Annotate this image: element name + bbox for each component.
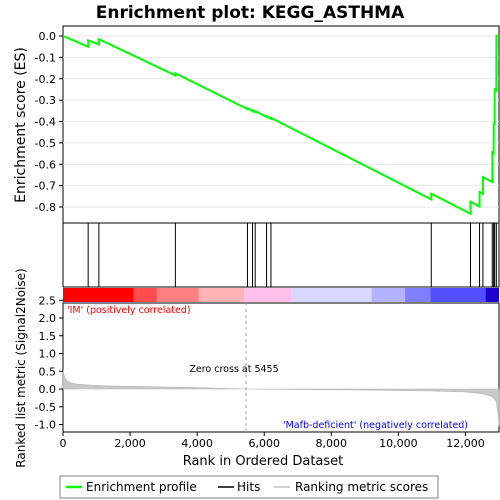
x-axis-label: Rank in Ordered Dataset [183, 454, 344, 469]
metric-y-tick-label: 0.0 [39, 383, 57, 396]
metric-y-tick-label: -0.5 [35, 401, 56, 414]
es-y-axis: 0.0 -0.1 -0.2 -0.3 -0.4 -0.5 -0.6 -0.7 -0.8 [35, 30, 63, 214]
metric-area [62, 302, 500, 432]
metric-y-tick-label: 0.5 [39, 365, 57, 378]
x-tick-label: 0 [60, 437, 67, 450]
metric-y-axis-label: Ranked list metric (Signal2Noise) [14, 268, 28, 467]
gradient-segment [405, 288, 431, 302]
gradient-segment [198, 288, 245, 302]
legend-label-profile: Enrichment profile [86, 480, 197, 494]
legend: Enrichment profile Hits Ranking metric sco… [66, 480, 428, 494]
gradient-segment [371, 288, 406, 302]
metric-y-tick-label: 1.0 [39, 348, 57, 361]
neg-correlation-label: 'Mafb-deficient' (negatively correlated) [283, 420, 468, 431]
metric-y-tick-label: 2.5 [39, 294, 57, 307]
es-panel-frame [62, 25, 500, 224]
gradient-segment [291, 288, 372, 302]
gradient-segment [156, 288, 199, 302]
metric-y-tick-label: 1.5 [39, 330, 57, 343]
metric-panel-frame [62, 302, 500, 433]
chart-title: Enrichment plot: KEGG_ASTHMA [96, 3, 405, 23]
gradient-segment [63, 288, 134, 302]
es-y-tick-label: -0.7 [35, 180, 56, 193]
hit-markers [87, 223, 497, 287]
gradient-bar [63, 288, 499, 302]
gradient-segment [133, 288, 157, 302]
es-y-tick-label: 0.0 [39, 30, 57, 43]
metric-y-tick-label: -1.0 [35, 419, 56, 432]
gradient-segment [430, 288, 486, 302]
x-tick-label: 8,000 [316, 437, 348, 450]
x-tick-label: 2,000 [114, 437, 146, 450]
es-profile-line [62, 35, 499, 216]
x-tick-label: 10,000 [379, 437, 418, 450]
x-tick-label: 4,000 [181, 437, 213, 450]
es-y-tick-label: -0.5 [35, 137, 56, 150]
x-axis: 0 2,000 4,000 6,000 8,000 10,000 12,000 [60, 432, 485, 450]
x-tick-label: 6,000 [248, 437, 280, 450]
es-y-tick-label: -0.4 [35, 116, 56, 129]
metric-area-fill [62, 370, 500, 427]
legend-box [59, 475, 439, 499]
es-y-tick-label: -0.6 [35, 158, 56, 171]
es-y-tick-label: -0.2 [35, 73, 56, 86]
es-y-axis-label: Enrichment score (ES) [13, 47, 29, 203]
es-y-tick-label: -0.8 [35, 201, 56, 214]
pos-correlation-label: 'IM' (positively correlated) [67, 305, 191, 316]
es-profile [62, 35, 499, 216]
metric-y-tick-label: 2.0 [39, 312, 57, 325]
metric-y-axis: 2.5 2.0 1.5 1.0 0.5 0.0 -0.5 -1.0 [35, 294, 63, 432]
legend-label-hits: Hits [237, 480, 260, 494]
x-tick-label: 12,000 [446, 437, 485, 450]
es-y-tick-label: -0.1 [35, 51, 56, 64]
gradient-segment [485, 288, 499, 302]
zero-cross-label: Zero cross at 5455 [189, 364, 278, 375]
legend-label-metric: Ranking metric scores [295, 480, 428, 494]
gradient-segment [244, 288, 292, 302]
hits-panel-frame [62, 222, 500, 288]
es-y-tick-label: -0.3 [35, 94, 56, 107]
